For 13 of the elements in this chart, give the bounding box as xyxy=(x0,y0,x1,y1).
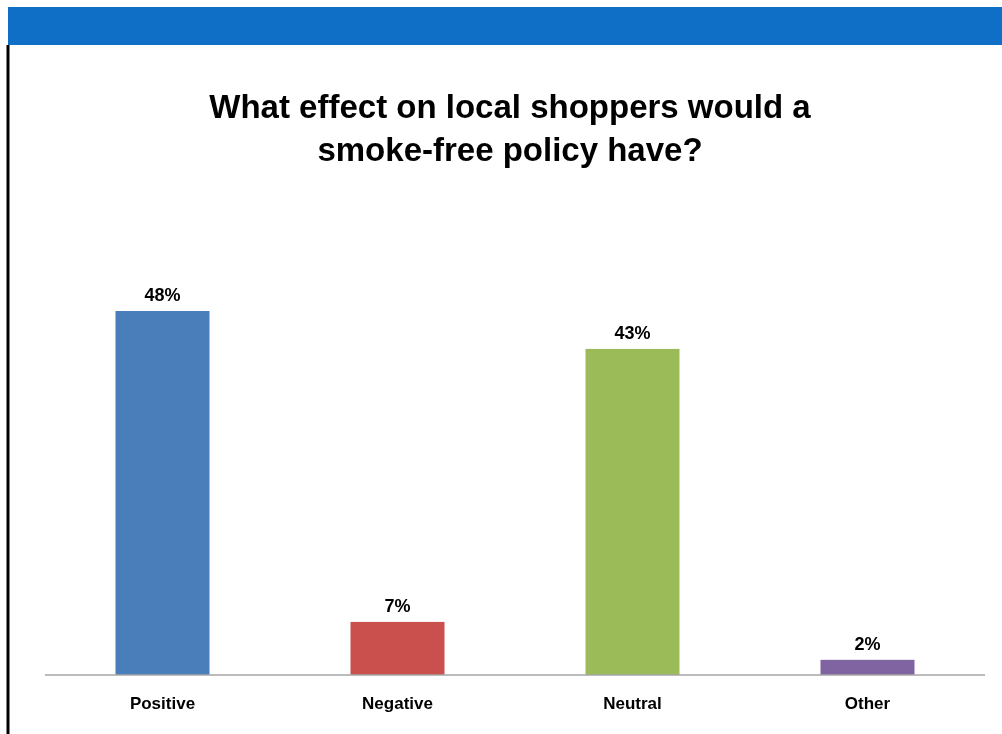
bar xyxy=(820,659,915,675)
bar xyxy=(350,621,445,675)
x-tick-label: Other xyxy=(844,694,891,713)
data-label: 2% xyxy=(854,633,881,654)
x-tick-label: Neutral xyxy=(603,694,662,713)
data-label: 48% xyxy=(144,285,181,305)
bar xyxy=(585,348,680,675)
x-tick-label: Negative xyxy=(362,694,433,713)
data-label: 7% xyxy=(384,595,411,616)
bar xyxy=(115,311,210,675)
x-tick-label: Positive xyxy=(129,694,196,713)
chart-title: What effect on local shoppers would a smoke-free policy have? xyxy=(209,88,812,168)
data-label: 43% xyxy=(614,322,651,343)
